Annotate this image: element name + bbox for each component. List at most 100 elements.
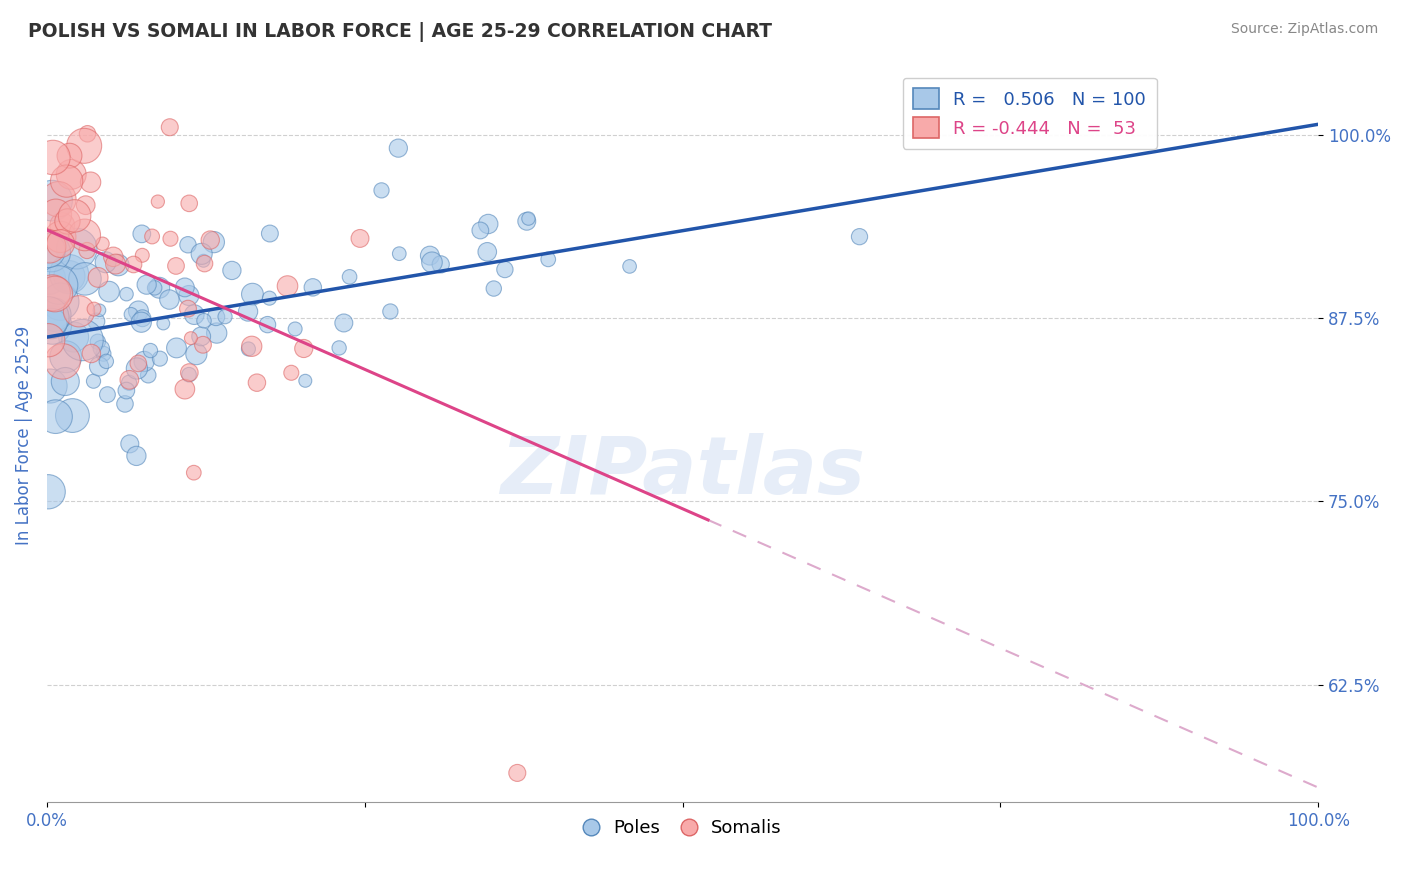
Point [190,329,212,343]
Point [62,409,84,423]
Point [48,277,70,292]
Point [87,359,110,374]
Point [49,236,72,251]
Point [131,227,153,241]
Point [41,318,63,332]
Point [205,310,228,324]
Point [246,376,269,390]
Point [94,255,117,269]
Point [165,259,187,273]
Point [115,287,138,301]
Point [256,318,278,332]
Point [55,174,77,188]
Point [73,227,96,242]
Point [370,183,392,197]
Point [380,304,402,318]
Point [107,258,129,272]
Point [63,209,86,223]
Point [193,253,215,268]
Point [236,304,259,318]
Point [37,333,59,347]
Point [419,249,441,263]
Point [328,341,350,355]
Point [135,277,157,292]
Point [80,346,103,360]
Point [240,339,263,353]
Text: POLISH VS SOMALI IN LABOR FORCE | AGE 25-29 CORRELATION CHART: POLISH VS SOMALI IN LABOR FORCE | AGE 25… [28,22,772,42]
Point [118,376,141,390]
Point [159,120,181,135]
Point [122,257,145,271]
Point [125,449,148,463]
Point [51,218,73,232]
Point [83,374,105,388]
Point [179,366,201,380]
Point [191,338,214,352]
Point [294,374,316,388]
Point [506,766,529,780]
Point [93,347,115,361]
Point [73,272,96,286]
Point [45,208,67,222]
Point [44,409,66,424]
Point [125,361,148,376]
Point [143,281,166,295]
Point [221,263,243,277]
Point [200,233,222,247]
Point [79,175,101,189]
Point [58,149,80,163]
Point [516,214,538,228]
Point [136,368,159,383]
Point [166,341,188,355]
Point [86,314,108,328]
Point [131,248,153,262]
Point [152,317,174,331]
Point [48,192,70,206]
Point [177,301,200,316]
Point [56,214,79,228]
Point [39,379,62,393]
Point [477,244,499,259]
Point [349,231,371,245]
Point [387,141,409,155]
Point [38,271,60,285]
Point [148,281,170,295]
Point [179,196,201,211]
Point [193,314,215,328]
Point [41,317,63,331]
Point [388,246,411,260]
Point [482,281,505,295]
Point [73,139,96,153]
Point [42,151,65,165]
Point [90,342,112,356]
Point [131,311,153,326]
Point [58,267,80,281]
Point [38,239,60,253]
Point [205,326,228,340]
Point [183,466,205,480]
Point [259,227,281,241]
Point [193,256,215,270]
Point [83,301,105,316]
Point [339,269,361,284]
Point [49,294,72,309]
Point [120,307,142,321]
Point [202,235,225,249]
Point [103,250,125,264]
Point [420,255,443,269]
Point [76,127,98,141]
Point [118,437,141,451]
Point [87,334,110,349]
Point [76,244,98,258]
Point [72,333,94,347]
Point [276,279,298,293]
Point [44,287,66,301]
Point [477,217,499,231]
Point [280,366,302,380]
Point [67,304,90,318]
Point [146,194,169,209]
Point [180,331,202,345]
Point [132,354,155,368]
Point [127,304,149,318]
Point [470,223,492,237]
